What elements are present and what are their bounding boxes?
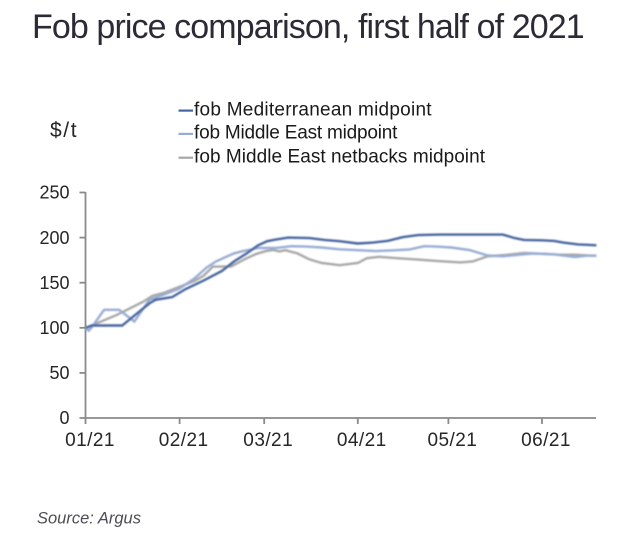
svg-text:fob Middle East netbacks midpo: fob Middle East netbacks midpoint xyxy=(194,147,486,168)
svg-text:05/21: 05/21 xyxy=(428,430,478,451)
svg-text:Source: Argus: Source: Argus xyxy=(37,510,141,528)
svg-text:04/21: 04/21 xyxy=(337,430,387,451)
svg-text:02/21: 02/21 xyxy=(159,430,209,451)
svg-text:03/21: 03/21 xyxy=(243,430,293,451)
svg-text:50: 50 xyxy=(49,363,69,383)
svg-text:$/t: $/t xyxy=(50,119,78,142)
svg-text:06/21: 06/21 xyxy=(521,430,571,451)
svg-text:200: 200 xyxy=(39,228,69,248)
svg-text:100: 100 xyxy=(39,318,69,338)
svg-text:150: 150 xyxy=(39,273,69,293)
svg-text:01/21: 01/21 xyxy=(65,430,115,451)
svg-text:Fob price comparison, first ha: Fob price comparison, first half of 2021 xyxy=(32,8,584,46)
svg-text:fob Middle East midpoint: fob Middle East midpoint xyxy=(194,123,398,144)
svg-text:fob Mediterranean midpoint: fob Mediterranean midpoint xyxy=(194,99,432,120)
svg-text:0: 0 xyxy=(59,408,69,428)
svg-text:250: 250 xyxy=(39,183,69,203)
